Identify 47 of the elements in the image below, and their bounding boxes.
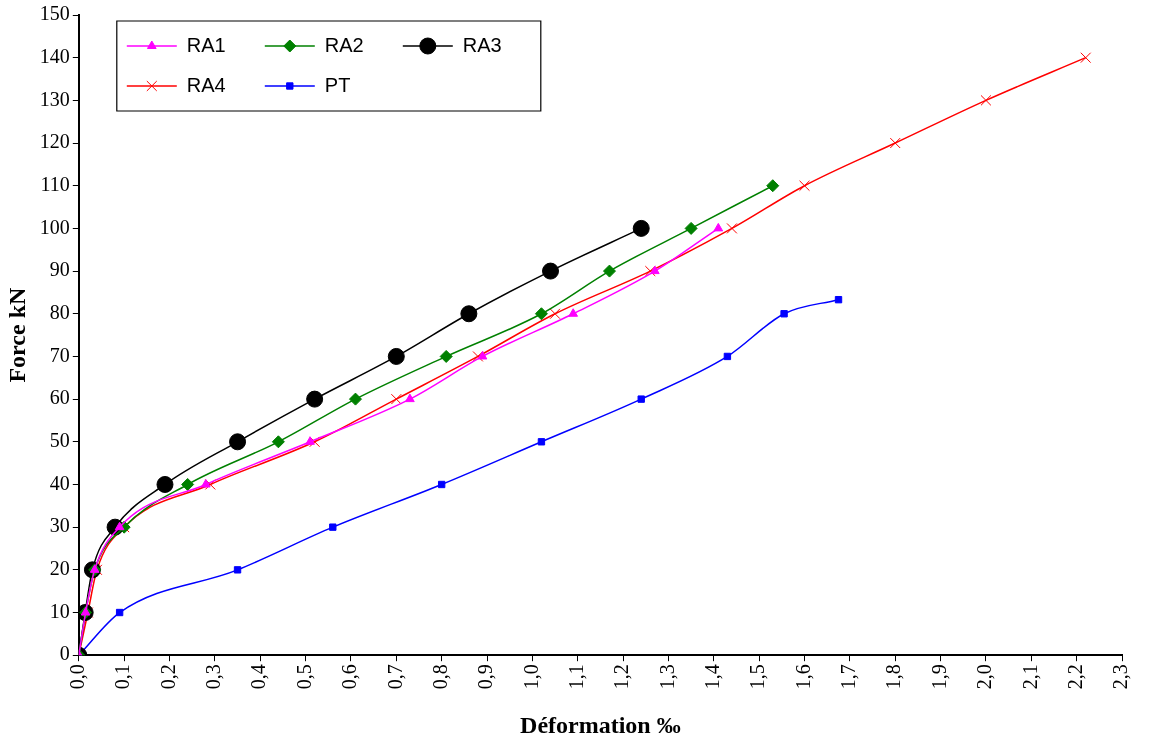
x-tick-label: 0,2 [156,664,179,690]
x-tick-label: 1,6 [791,664,814,690]
x-tick-label: 2,0 [973,664,996,690]
y-tick-label: 140 [39,44,70,67]
x-tick-label: 2,3 [1109,664,1132,690]
x-tick-label: 1,9 [927,664,950,690]
y-tick-label: 60 [49,386,70,409]
x-tick-label: 1,1 [564,664,587,690]
legend-label: RA1 [186,33,226,56]
y-tick-label: 90 [49,258,70,281]
y-tick-label: 100 [39,215,70,238]
x-tick-label: 1,5 [746,664,769,690]
y-axis-title: Force kN [3,287,30,383]
y-tick-label: 40 [49,471,70,494]
y-tick-label: 10 [49,599,70,622]
y-tick-label: 110 [40,172,70,195]
y-tick-label: 30 [49,514,70,537]
y-tick-label: 0 [59,642,70,665]
y-tick-label: 150 [39,2,70,25]
legend-label: PT [324,73,351,96]
x-axis-title: Déformation ‰ [520,711,681,738]
x-tick-label: 2,2 [1063,664,1086,690]
legend-label: RA3 [462,33,502,56]
x-tick-label: 1,2 [610,664,633,690]
x-tick-label: 1,4 [701,664,724,690]
y-tick-label: 50 [49,429,70,452]
x-tick-label: 1,7 [837,664,860,690]
x-tick-label: 0,6 [338,664,361,690]
x-tick-label: 1,8 [882,664,905,690]
y-tick-label: 80 [49,301,70,324]
x-tick-label: 2,1 [1018,664,1041,690]
x-tick-label: 0,0 [66,664,89,690]
x-tick-label: 0,7 [383,664,406,690]
x-tick-label: 0,4 [247,664,270,690]
legend-label: RA4 [186,73,226,96]
y-tick-label: 20 [49,557,70,580]
y-tick-label: 70 [49,343,70,366]
x-tick-label: 0,3 [202,664,225,690]
y-tick-label: 120 [39,130,70,153]
x-tick-label: 0,1 [111,664,134,690]
x-tick-label: 1,3 [655,664,678,690]
y-tick-label: 130 [39,87,70,110]
x-tick-label: 0,5 [292,664,315,690]
x-tick-label: 0,8 [428,664,451,690]
legend-label: RA2 [324,33,364,56]
x-tick-label: 0,9 [474,664,497,690]
x-tick-label: 1,0 [519,664,542,690]
